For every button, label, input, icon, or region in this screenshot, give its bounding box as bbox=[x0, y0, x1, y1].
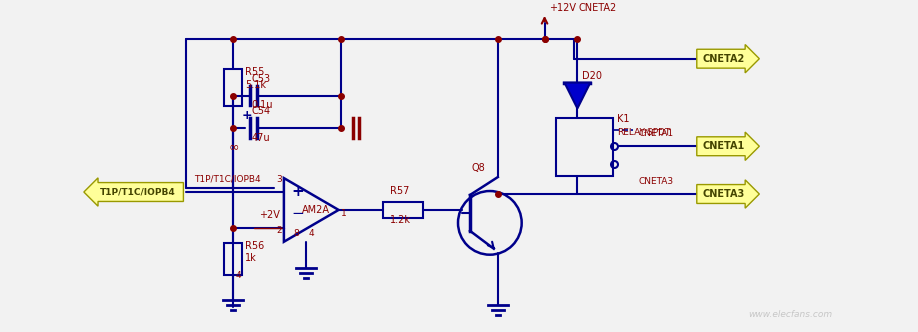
Text: CNETA2: CNETA2 bbox=[703, 54, 745, 64]
Text: +: + bbox=[292, 184, 305, 199]
Text: Q8: Q8 bbox=[472, 163, 486, 173]
Text: R55: R55 bbox=[245, 67, 264, 77]
Text: CNETA3: CNETA3 bbox=[638, 177, 673, 186]
FancyBboxPatch shape bbox=[697, 132, 759, 160]
FancyBboxPatch shape bbox=[697, 44, 759, 73]
Text: R57: R57 bbox=[390, 186, 409, 196]
Text: www.elecfans.com: www.elecfans.com bbox=[748, 310, 833, 319]
Text: RELAY-SPDT: RELAY-SPDT bbox=[617, 128, 670, 137]
Text: 0.1u: 0.1u bbox=[251, 101, 273, 111]
Text: T1P/T1C/IOPB4: T1P/T1C/IOPB4 bbox=[100, 188, 175, 197]
Text: 47u: 47u bbox=[251, 133, 270, 143]
Text: −: − bbox=[292, 206, 305, 221]
Text: +: + bbox=[242, 109, 252, 123]
Text: 8: 8 bbox=[294, 229, 299, 238]
Bar bbox=[384, 202, 423, 218]
Bar bbox=[224, 69, 242, 107]
Text: T1P/T1C/IOPB4: T1P/T1C/IOPB4 bbox=[195, 174, 261, 183]
Bar bbox=[224, 243, 242, 275]
Text: K1: K1 bbox=[617, 114, 630, 124]
Text: CNETA1: CNETA1 bbox=[638, 129, 673, 138]
Text: 4: 4 bbox=[235, 271, 241, 280]
Text: 1: 1 bbox=[341, 209, 346, 218]
Text: AM2A: AM2A bbox=[302, 205, 330, 215]
Text: D20: D20 bbox=[582, 71, 602, 81]
Text: C54: C54 bbox=[251, 107, 270, 117]
Text: CNETA2: CNETA2 bbox=[578, 3, 617, 13]
Polygon shape bbox=[565, 83, 590, 109]
Text: C53: C53 bbox=[251, 74, 270, 84]
Text: +2V: +2V bbox=[259, 210, 280, 220]
Text: 4: 4 bbox=[308, 229, 314, 238]
FancyBboxPatch shape bbox=[84, 178, 184, 206]
Text: CNETA1: CNETA1 bbox=[703, 141, 745, 151]
Text: 2: 2 bbox=[276, 226, 282, 235]
Text: ∞: ∞ bbox=[229, 140, 239, 153]
Text: 3: 3 bbox=[276, 175, 282, 184]
Text: 5.1k: 5.1k bbox=[245, 80, 266, 90]
Text: 1k: 1k bbox=[245, 253, 257, 263]
FancyBboxPatch shape bbox=[697, 180, 759, 208]
Bar bbox=[555, 119, 613, 176]
Text: CNETA3: CNETA3 bbox=[703, 189, 745, 199]
Text: 1.2k: 1.2k bbox=[390, 215, 411, 225]
Text: R56: R56 bbox=[245, 241, 264, 251]
Text: +12V: +12V bbox=[549, 3, 576, 13]
